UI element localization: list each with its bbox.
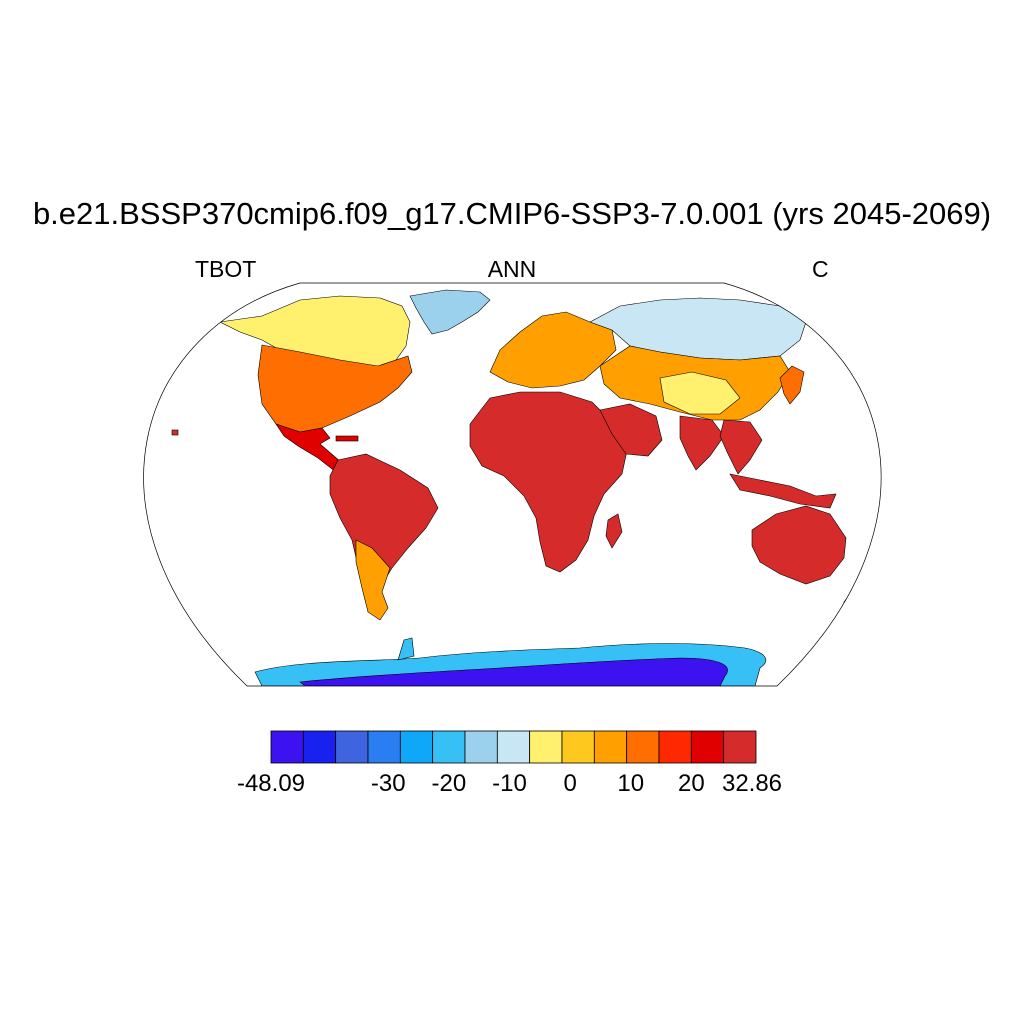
colorbar-box (270, 730, 304, 764)
patagonia (355, 539, 391, 621)
se-asia (719, 419, 763, 475)
antarctica-interior (299, 657, 728, 686)
australia (751, 505, 847, 585)
hawaii (171, 429, 179, 436)
season-label: ANN (487, 256, 537, 282)
colorbar-box (529, 730, 563, 764)
globe-outline (143, 282, 882, 687)
colorbar-box (432, 730, 466, 764)
colorbar-label: -20 (431, 770, 467, 797)
units-label: C (812, 256, 829, 282)
indonesia (729, 473, 837, 509)
japan (779, 365, 805, 405)
colorbar-box (561, 730, 595, 764)
colorbar-label: 20 (678, 770, 705, 797)
colorbar-label: -10 (492, 770, 527, 797)
colorbar-box (302, 730, 337, 764)
greenland (409, 289, 491, 335)
colorbar-label: 10 (617, 770, 645, 797)
colorbar-box (335, 730, 369, 764)
colorbar-box (658, 730, 692, 764)
colorbar-box (723, 730, 757, 764)
colorbar-box (496, 730, 531, 764)
variable-label: TBOT (195, 256, 257, 282)
africa (469, 391, 629, 573)
colorbar-box (399, 730, 434, 764)
madagascar (605, 513, 623, 549)
colorbar-box (367, 730, 401, 764)
new-zealand (843, 569, 877, 603)
colorbar-box (464, 730, 498, 764)
antarctic-peninsula (397, 637, 415, 661)
arabia (599, 403, 663, 457)
tibet (659, 371, 741, 415)
europe (489, 311, 617, 389)
colorbar-box (690, 730, 725, 764)
usa (257, 344, 413, 433)
figure-title: b.e21.BSSP370cmip6.f09_g17.CMIP6-SSP3-7.… (32, 196, 992, 231)
colorbar-label: 0 (563, 770, 577, 797)
colorbar-label: 32.86 (721, 770, 783, 797)
colorbar (270, 730, 757, 764)
colorbar-label: -48.09 (236, 770, 306, 797)
colorbar-box (626, 730, 660, 764)
colorbar-label: -30 (370, 770, 406, 797)
cuba (335, 435, 359, 442)
colorbar-box (593, 730, 628, 764)
india (679, 415, 725, 471)
